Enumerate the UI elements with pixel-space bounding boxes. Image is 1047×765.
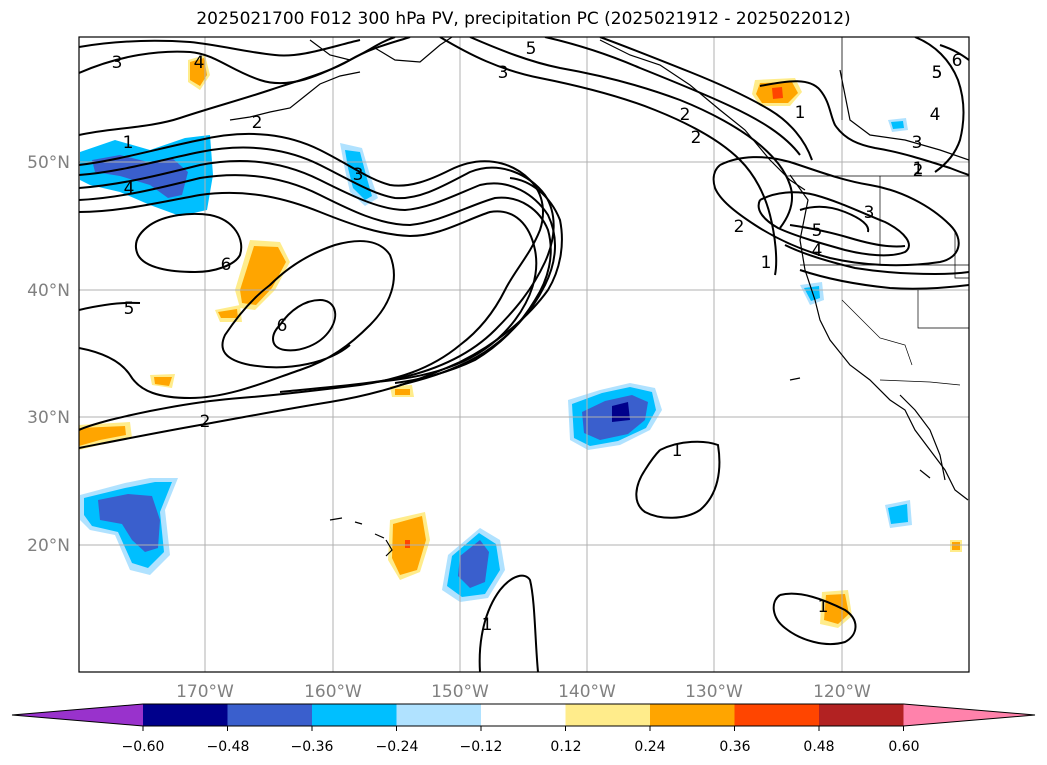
- contour-label: 4: [124, 179, 135, 199]
- contour-label: 2: [734, 217, 745, 237]
- lon-label: 170°W: [176, 682, 234, 702]
- colorbar-swatch: [481, 704, 566, 726]
- lat-label: 50°N: [27, 153, 70, 173]
- contour-label: 2: [680, 105, 691, 125]
- lon-label: 120°W: [813, 682, 871, 702]
- precipitation-shading: [79, 55, 962, 628]
- contour-label: 5: [526, 39, 537, 59]
- contour-label: 2: [252, 113, 263, 133]
- colorbar-swatch: [227, 704, 313, 726]
- lon-label: 150°W: [431, 682, 489, 702]
- contour-label: 1: [482, 615, 493, 635]
- colorbar-swatch: [734, 704, 820, 726]
- colorbar-tick-label: −0.60: [122, 739, 165, 755]
- contour-label: 1: [761, 253, 772, 273]
- colorbar-extend-high: [903, 704, 1035, 726]
- colorbar-swatch: [565, 704, 651, 726]
- pv-contours: [79, 37, 969, 672]
- contour-label: 4: [930, 105, 941, 125]
- contour-label: 6: [221, 255, 232, 275]
- contour-label: 2: [691, 128, 702, 148]
- lat-label: 20°N: [27, 536, 70, 556]
- contour-label: 3: [112, 53, 123, 73]
- colorbar-tick-label: −0.36: [291, 739, 334, 755]
- colorbar-swatch: [819, 704, 904, 726]
- contour-label: 2: [200, 412, 211, 432]
- colorbar-tick-label: −0.12: [460, 739, 503, 755]
- colorbar-tick-label: 0.60: [888, 739, 919, 755]
- longitude-labels: 170°W 160°W 150°W 140°W 130°W 120°W: [176, 682, 871, 702]
- map-title: 2025021700 F012 300 hPa PV, precipitatio…: [196, 9, 851, 29]
- lat-label: 40°N: [27, 281, 70, 301]
- contour-label: 2: [913, 161, 924, 181]
- colorbar-tick-label: 0.24: [634, 739, 665, 755]
- colorbar: [11, 703, 1036, 731]
- contour-label: 1: [795, 103, 806, 123]
- colorbar-tick-label: −0.24: [376, 739, 419, 755]
- colorbar-tick-label: 0.36: [719, 739, 750, 755]
- colorbar-tick-label: −0.48: [207, 739, 250, 755]
- contour-label: 3: [353, 165, 364, 185]
- contour-label: 5: [124, 299, 135, 319]
- contour-label: 1: [818, 597, 829, 617]
- contour-label: 5: [932, 63, 943, 83]
- contour-label: 6: [277, 316, 288, 336]
- colorbar-ticks: −0.60 −0.48 −0.36 −0.24 −0.12 0.12 0.24 …: [122, 739, 920, 755]
- contour-label: 1: [123, 133, 134, 153]
- colorbar-extend-low: [12, 704, 143, 726]
- coastlines: [229, 37, 969, 557]
- colorbar-tick-label: 0.12: [550, 739, 581, 755]
- colorbar-tick-label: 0.48: [803, 739, 834, 755]
- colorbar-swatch: [396, 704, 482, 726]
- lon-label: 160°W: [304, 682, 362, 702]
- country-borders: [786, 37, 969, 386]
- contour-labels: 3 4 5 5 3 2 1 4 2 3 6 5 6 2 2 1 2 1 3 4 …: [112, 39, 963, 635]
- lon-label: 140°W: [558, 682, 616, 702]
- contour-label: 4: [812, 241, 823, 261]
- colorbar-swatch: [312, 704, 397, 726]
- contour-label: 5: [932, 63, 943, 83]
- contour-label: 4: [194, 53, 205, 73]
- lat-label: 30°N: [27, 408, 70, 428]
- contour-label: 1: [913, 159, 924, 179]
- contour-label: 5: [812, 221, 823, 241]
- colorbar-swatch: [143, 704, 228, 726]
- contour-label: 3: [864, 203, 875, 223]
- colorbar-swatch: [650, 704, 735, 726]
- latitude-labels: 50°N 40°N 30°N 20°N: [27, 153, 70, 556]
- contour-label: 3: [912, 133, 923, 153]
- contour-label: 1: [672, 441, 683, 461]
- plot-frame: [78, 36, 970, 673]
- lon-label: 130°W: [685, 682, 743, 702]
- contour-label: 3: [498, 63, 509, 83]
- contour-label: 6: [952, 51, 963, 71]
